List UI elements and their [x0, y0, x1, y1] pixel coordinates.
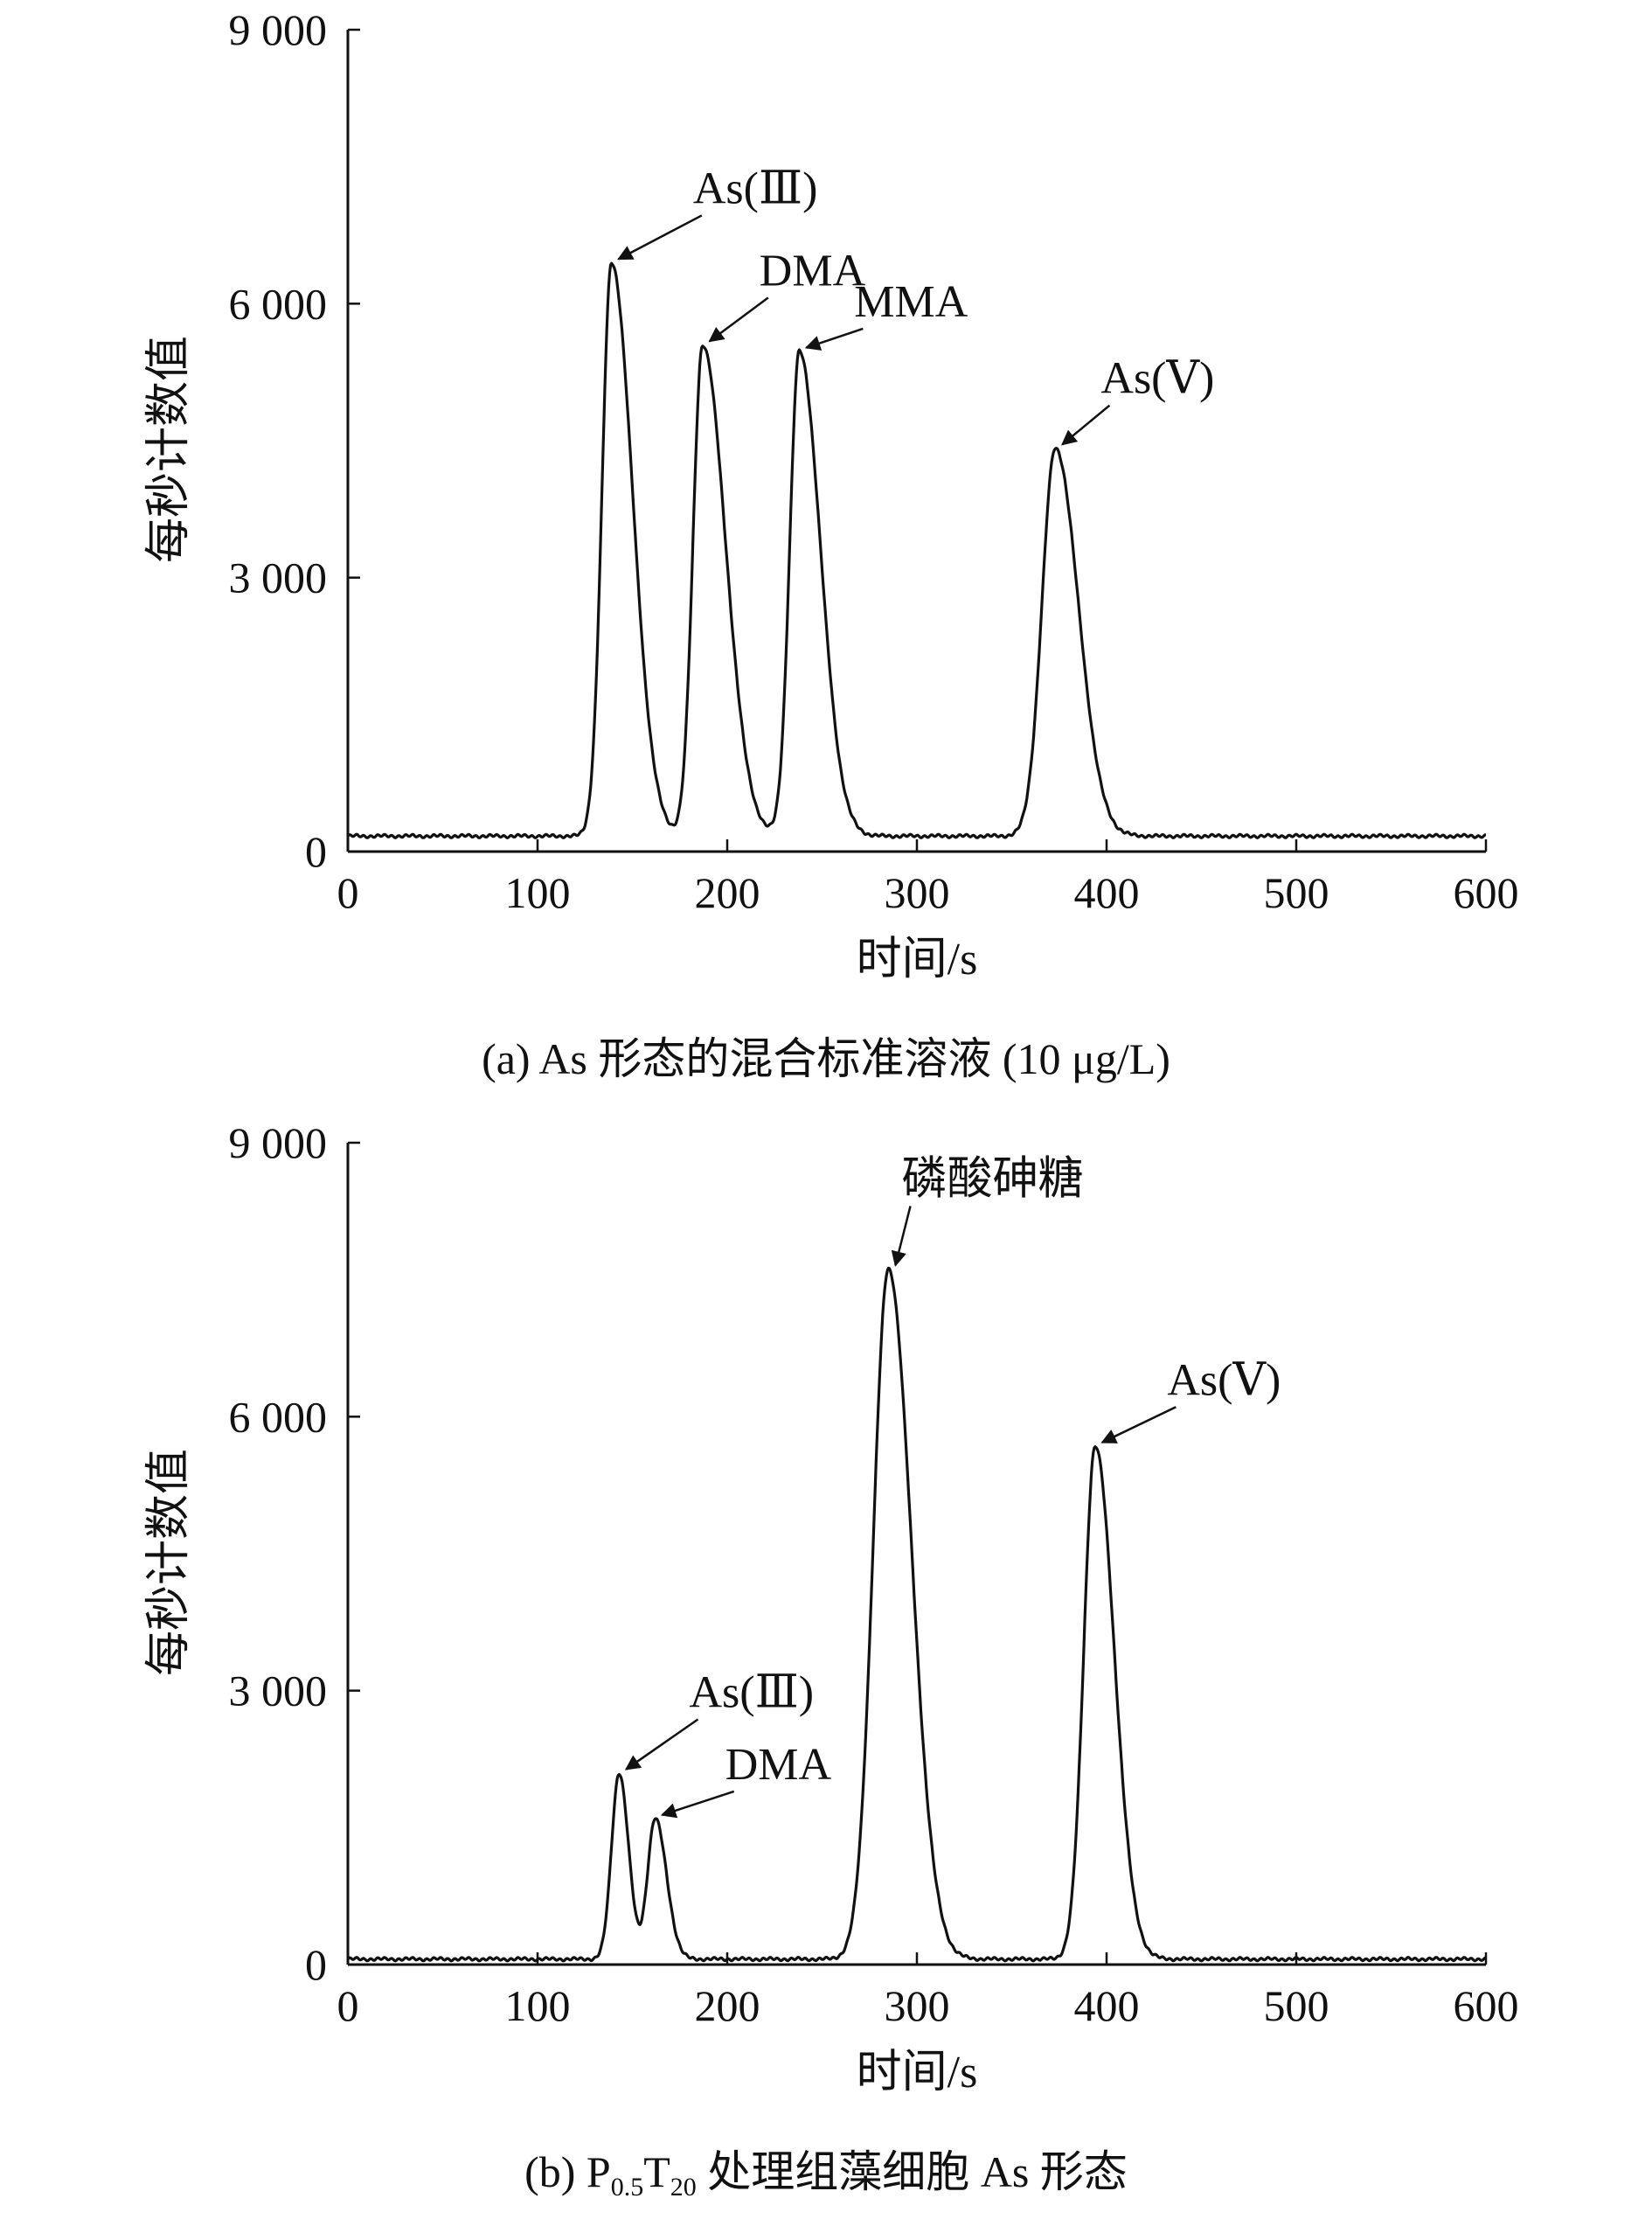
y-tick-label: 9 000 [229, 5, 328, 54]
caption-subscript: 20 [670, 2173, 697, 2202]
x-tick-label: 300 [885, 868, 950, 917]
x-tick-label: 600 [1454, 868, 1519, 917]
x-tick-label: 400 [1074, 1981, 1140, 2030]
y-tick-label: 9 000 [229, 1118, 328, 1167]
chart-panel-a: 0 100 200 300 400 500 600 0 3 000 6 000 9 000 时间/s 每… [144, 5, 1519, 1083]
x-tick-label: 300 [885, 1981, 950, 2030]
x-tick-label: 500 [1264, 1981, 1329, 2030]
chart-panel-b: 0 100 200 300 400 500 600 0 3 000 6 000 9 000 时间/s 每… [0, 1113, 1652, 2226]
annotation-label: DMA [760, 246, 866, 296]
y-tick-label: 3 000 [229, 1666, 328, 1715]
x-tick-label: 100 [505, 868, 571, 917]
x-tick-label: 200 [695, 868, 760, 917]
annotation-label: 磷酸砷糖 [902, 1154, 1084, 1204]
x-tick-label: 400 [1074, 868, 1140, 917]
annotation-label: As(Ⅴ) [1100, 354, 1214, 404]
annotation-arrow [1100, 1406, 1177, 1443]
x-tick-label: 100 [505, 1981, 571, 2030]
x-axis-title: 时间/s [857, 935, 978, 984]
caption-mid: T [643, 2147, 670, 2196]
annotation-arrow [891, 1206, 912, 1267]
chromatogram-b: 0 100 200 300 400 500 600 0 3 000 6 000 9 000 时间/s 每… [144, 1118, 1519, 2202]
annotation-label: As(Ⅴ) [1167, 1355, 1281, 1405]
annotation-arrow [617, 214, 703, 261]
figure-caption: (b) P0.5T20 处理组藻细胞 As 形态 [524, 2147, 1128, 2202]
signal-trace [346, 261, 1487, 839]
caption-prefix: (b) P [524, 2147, 611, 2196]
annotation-arrow [708, 296, 769, 343]
annotation-label: DMA [725, 1740, 832, 1790]
x-tick-label: 200 [695, 1981, 760, 2030]
caption-suffix: 处理组藻细胞 As 形态 [697, 2147, 1128, 2196]
annotation-arrow [804, 327, 864, 351]
x-tick-label: 500 [1264, 868, 1329, 917]
x-axis-title: 时间/s [857, 2048, 978, 2097]
y-tick-label: 0 [305, 1940, 327, 1989]
figure-caption: (a) As 形态的混合标准溶液 (10 μg/L) [482, 1034, 1170, 1083]
annotation-label: MMA [854, 277, 968, 327]
signal-trace [346, 1266, 1487, 1963]
annotation-arrow [660, 1790, 735, 1819]
chromatogram-a: 0 100 200 300 400 500 600 0 3 000 6 000 9 000 时间/s 每… [144, 5, 1519, 1083]
y-tick-label: 6 000 [229, 279, 328, 328]
y-axis-title: 每秒计数值 [144, 336, 194, 563]
annotation-arrow [1061, 404, 1111, 446]
x-tick-label: 600 [1454, 1981, 1519, 2030]
x-tick-label: 0 [337, 868, 359, 917]
y-tick-label: 0 [305, 827, 327, 876]
y-tick-label: 3 000 [229, 553, 328, 602]
annotation-label: As(Ⅲ) [690, 1667, 815, 1717]
y-tick-label: 6 000 [229, 1392, 328, 1441]
annotation-label: As(Ⅲ) [693, 163, 818, 213]
y-axis-title: 每秒计数值 [144, 1449, 194, 1676]
annotation-arrow [624, 1718, 699, 1770]
caption-subscript: 0.5 [611, 2173, 644, 2202]
x-tick-label: 0 [337, 1981, 359, 2030]
